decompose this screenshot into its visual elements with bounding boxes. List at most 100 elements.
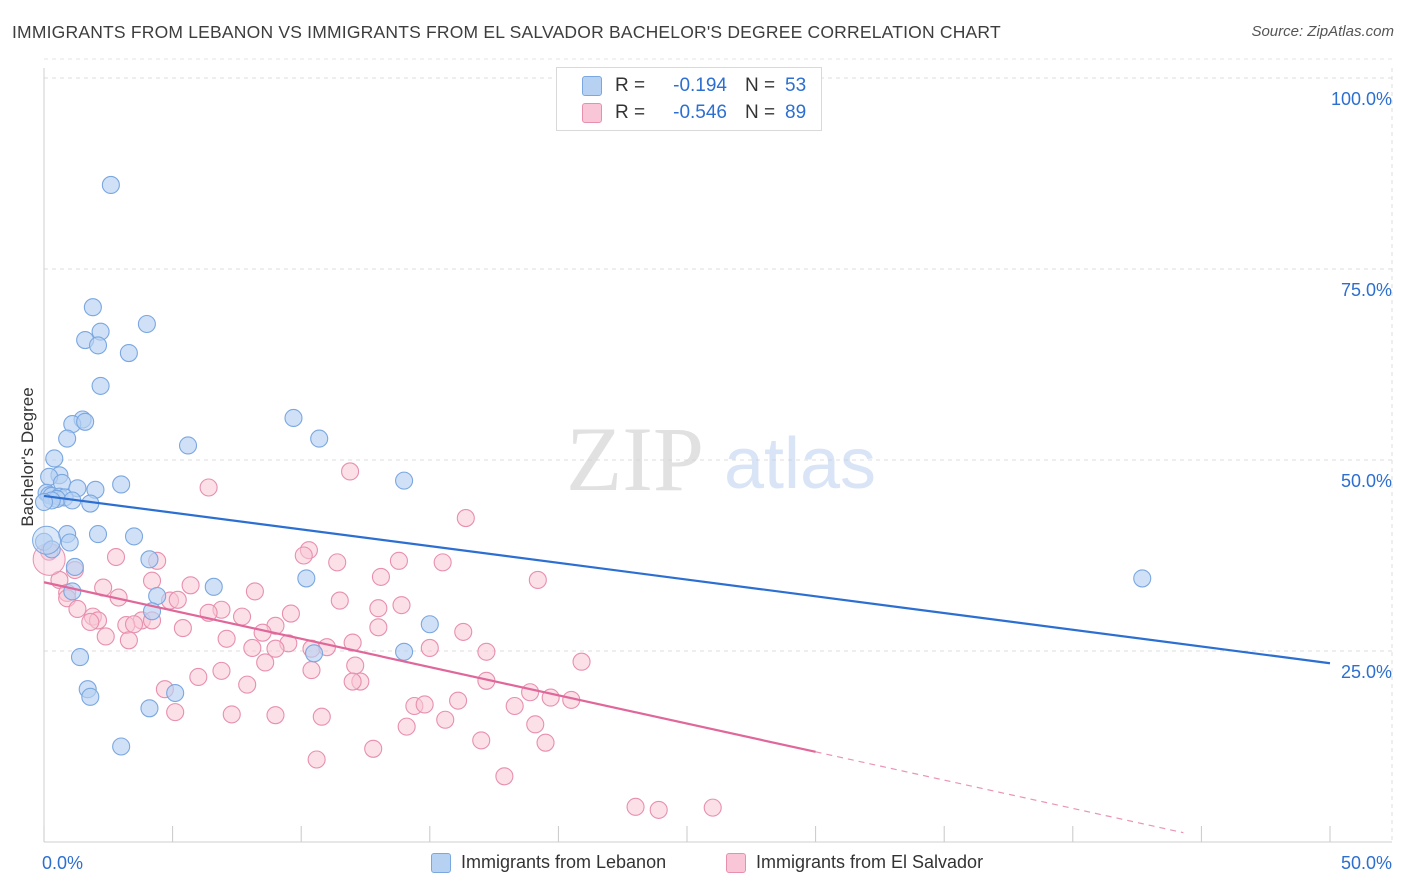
y-tick-label: 50.0% — [1341, 471, 1392, 491]
data-point-elsalvador — [436, 710, 455, 729]
data-point-lebanon — [83, 298, 102, 317]
axes — [43, 68, 1392, 843]
legend-swatch-lebanon — [582, 76, 602, 96]
n-label: N = — [745, 102, 776, 123]
trend-line-lebanon — [43, 494, 1331, 665]
data-point-elsalvador — [346, 656, 365, 675]
data-point-elsalvador — [572, 652, 591, 671]
data-point-elsalvador — [212, 661, 231, 680]
data-point-elsalvador — [217, 629, 236, 648]
data-point-elsalvador — [168, 590, 187, 609]
legend-label-elsalvador: Immigrants from El Salvador — [756, 852, 984, 872]
data-point-elsalvador — [124, 615, 144, 634]
data-point-elsalvador — [397, 717, 416, 736]
data-point-elsalvador — [243, 638, 262, 657]
n-value: 53 — [785, 75, 807, 96]
data-point-elsalvador — [328, 553, 347, 572]
data-point-elsalvador — [68, 599, 87, 619]
data-point-elsalvador — [81, 612, 100, 632]
data-point-lebanon — [60, 533, 79, 552]
data-point-elsalvador — [343, 672, 362, 691]
data-point-elsalvador — [649, 800, 668, 819]
data-point-elsalvador — [521, 683, 540, 702]
legend-swatch-elsalvador — [726, 852, 746, 873]
data-point-lebanon — [45, 449, 64, 468]
r-label: R = — [615, 75, 646, 96]
data-point-elsalvador — [330, 591, 349, 610]
bottom-legend-elsalvador[interactable]: Immigrants from El Salvador — [726, 852, 983, 873]
data-point-lebanon — [88, 336, 108, 355]
data-point-lebanon — [124, 527, 144, 546]
data-point-elsalvador — [420, 638, 439, 657]
legend-swatch-lebanon — [431, 852, 451, 873]
data-point-elsalvador — [369, 599, 388, 618]
data-point-lebanon — [91, 376, 110, 395]
data-point-elsalvador — [364, 739, 383, 758]
data-point-elsalvador — [312, 707, 331, 726]
data-point-lebanon — [34, 492, 54, 512]
data-point-lebanon — [420, 615, 439, 634]
data-point-elsalvador — [371, 567, 390, 586]
data-point-lebanon — [204, 577, 223, 596]
data-point-lebanon — [140, 699, 159, 718]
legend-label-lebanon: Immigrants from Lebanon — [461, 852, 667, 872]
data-point-elsalvador — [142, 571, 162, 590]
data-point-lebanon — [58, 429, 77, 448]
data-point-lebanon — [297, 569, 316, 588]
data-point-elsalvador — [222, 705, 241, 724]
x-tick-label: 0.0% — [42, 853, 83, 873]
data-point-elsalvador — [106, 547, 126, 567]
data-point-lebanon — [166, 683, 185, 703]
data-point-elsalvador — [505, 696, 524, 716]
data-point-elsalvador — [526, 715, 545, 734]
r-value: -0.194 — [673, 75, 727, 96]
data-point-elsalvador — [433, 553, 452, 572]
series-elsalvador-points — [32, 462, 722, 819]
data-point-lebanon — [119, 343, 138, 363]
bottom-legend-lebanon[interactable]: Immigrants from Lebanon — [431, 852, 666, 873]
data-point-lebanon — [148, 586, 167, 606]
data-point-elsalvador — [456, 509, 475, 528]
data-point-lebanon — [112, 475, 131, 494]
data-point-elsalvador — [415, 695, 434, 714]
watermark: ZIP atlas — [566, 408, 876, 510]
data-point-elsalvador — [477, 642, 496, 661]
data-point-elsalvador — [307, 750, 326, 769]
data-point-elsalvador — [281, 604, 300, 623]
data-point-elsalvador — [626, 797, 645, 816]
grid-lines — [44, 58, 1393, 842]
legend-row-lebanon: R = -0.194 N = 53 — [557, 72, 806, 100]
data-point-elsalvador — [96, 627, 115, 646]
data-point-lebanon — [81, 687, 100, 706]
data-point-elsalvador — [245, 582, 264, 601]
data-point-lebanon — [310, 429, 329, 448]
data-point-elsalvador — [703, 798, 722, 817]
n-label: N = — [745, 75, 776, 96]
trend-line-elsalvador — [43, 581, 816, 753]
data-point-lebanon — [70, 648, 90, 667]
source-label[interactable]: Source: ZipAtlas.com — [1251, 23, 1394, 40]
chart-title: IMMIGRANTS FROM LEBANON VS IMMIGRANTS FR… — [12, 22, 1001, 42]
data-point-elsalvador — [495, 767, 514, 786]
data-point-lebanon — [305, 644, 324, 663]
trend-lines — [43, 494, 1331, 834]
data-point-elsalvador — [166, 703, 185, 722]
data-point-elsalvador — [189, 667, 208, 687]
y-tick-label: 25.0% — [1341, 662, 1392, 682]
data-point-elsalvador — [238, 675, 257, 694]
correlation-legend: R = -0.194 N = 53 R = -0.546 N = 89 — [556, 67, 822, 131]
data-point-elsalvador — [256, 653, 275, 672]
data-point-elsalvador — [392, 596, 411, 615]
data-point-lebanon — [395, 471, 414, 490]
data-point-elsalvador — [341, 462, 360, 481]
watermark-zip: ZIP — [566, 408, 704, 510]
data-point-elsalvador — [302, 661, 321, 680]
data-point-lebanon — [178, 436, 198, 455]
y-tick-label: 100.0% — [1331, 89, 1392, 109]
data-point-elsalvador — [232, 607, 252, 626]
legend-swatch-elsalvador — [582, 103, 602, 123]
legend-row-elsalvador: R = -0.546 N = 89 — [557, 99, 806, 127]
data-point-lebanon — [65, 557, 84, 577]
tick-labels: 100.0% 75.0% 50.0% 25.0% 0.0% 50.0% — [42, 89, 1392, 873]
